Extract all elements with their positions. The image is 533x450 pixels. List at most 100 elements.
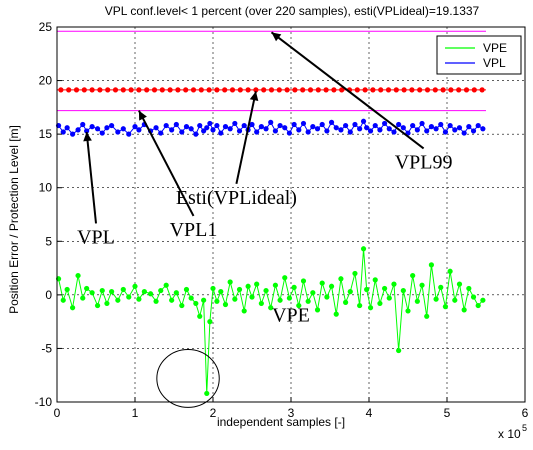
data-point bbox=[396, 347, 402, 354]
data-point bbox=[338, 127, 344, 133]
data-point bbox=[433, 126, 439, 132]
data-point bbox=[167, 87, 173, 93]
data-point bbox=[175, 87, 181, 93]
data-point bbox=[190, 87, 197, 93]
data-point bbox=[452, 297, 458, 303]
data-point bbox=[370, 87, 376, 93]
data-point bbox=[447, 268, 453, 274]
data-point bbox=[456, 125, 463, 131]
data-point bbox=[163, 282, 169, 288]
data-point bbox=[272, 128, 278, 134]
data-point bbox=[414, 298, 420, 304]
data-point bbox=[357, 126, 363, 132]
data-point bbox=[218, 289, 224, 295]
data-point bbox=[333, 311, 339, 317]
data-point bbox=[433, 296, 439, 302]
annotation-arrowhead bbox=[83, 132, 92, 142]
data-point bbox=[173, 290, 179, 296]
data-point bbox=[400, 287, 406, 294]
data-point bbox=[466, 285, 472, 292]
data-point bbox=[372, 122, 378, 129]
annotation-arrowhead bbox=[271, 32, 282, 42]
data-point bbox=[144, 87, 150, 93]
data-point bbox=[64, 286, 70, 293]
data-point bbox=[323, 87, 329, 93]
data-point bbox=[81, 87, 87, 93]
legend-label: VPE bbox=[483, 41, 507, 55]
data-point bbox=[84, 128, 90, 134]
data-point bbox=[393, 87, 399, 93]
data-point bbox=[432, 87, 438, 93]
data-point bbox=[424, 87, 431, 93]
data-point bbox=[263, 287, 269, 294]
data-point bbox=[307, 87, 314, 93]
y-tick-label: 20 bbox=[39, 74, 53, 88]
data-point bbox=[367, 128, 374, 134]
y-tick-label: 5 bbox=[45, 234, 52, 248]
data-point bbox=[328, 119, 335, 125]
data-point bbox=[438, 121, 444, 128]
series-group bbox=[55, 246, 486, 397]
data-point bbox=[201, 128, 207, 134]
data-point bbox=[319, 121, 325, 128]
data-point bbox=[193, 300, 199, 307]
data-point bbox=[424, 128, 430, 134]
data-point bbox=[126, 294, 132, 300]
data-point bbox=[442, 304, 449, 310]
data-point bbox=[300, 87, 306, 93]
data-point bbox=[401, 87, 407, 93]
data-point bbox=[89, 290, 95, 296]
y-tick-label: 15 bbox=[39, 127, 53, 141]
data-point bbox=[452, 127, 458, 133]
data-point bbox=[410, 122, 416, 129]
series-line bbox=[58, 248, 484, 394]
data-point bbox=[377, 127, 383, 133]
data-point bbox=[169, 127, 175, 133]
legend-label: VPL bbox=[483, 56, 506, 70]
annotation-label: Esti(VPLideal) bbox=[176, 187, 297, 209]
x-tick-label: 1 bbox=[132, 406, 139, 420]
y-tick-label: 25 bbox=[39, 20, 53, 34]
data-point bbox=[188, 295, 194, 301]
data-point bbox=[470, 294, 477, 300]
data-point bbox=[386, 295, 392, 301]
data-point bbox=[236, 128, 243, 134]
data-point bbox=[159, 87, 165, 93]
data-point bbox=[276, 87, 282, 93]
data-point bbox=[377, 300, 383, 307]
data-point bbox=[89, 87, 95, 93]
data-point bbox=[109, 289, 115, 295]
data-point bbox=[60, 297, 66, 303]
data-point bbox=[417, 87, 423, 93]
x-tick-label: 5 bbox=[444, 406, 451, 420]
data-point bbox=[73, 87, 80, 93]
highlight-ellipse bbox=[156, 349, 220, 408]
data-point bbox=[132, 124, 138, 130]
data-point bbox=[347, 129, 353, 135]
data-point bbox=[291, 121, 297, 128]
data-point bbox=[333, 125, 339, 131]
data-point bbox=[277, 122, 283, 129]
data-point bbox=[328, 283, 335, 289]
data-point bbox=[382, 120, 388, 127]
data-point bbox=[354, 87, 360, 93]
data-point bbox=[141, 289, 147, 295]
data-point bbox=[249, 294, 255, 300]
data-point bbox=[400, 125, 406, 131]
data-point bbox=[204, 125, 210, 131]
y-tick-label: -5 bbox=[41, 341, 52, 355]
data-point bbox=[249, 121, 255, 128]
data-point bbox=[428, 262, 434, 268]
annotation-arrow bbox=[138, 110, 195, 217]
data-point bbox=[466, 124, 472, 130]
data-point bbox=[241, 122, 247, 129]
data-point bbox=[428, 124, 434, 130]
data-point bbox=[245, 283, 251, 289]
data-point bbox=[268, 119, 274, 125]
data-point bbox=[282, 275, 288, 281]
data-point bbox=[352, 270, 358, 277]
data-point bbox=[197, 122, 203, 129]
data-point bbox=[296, 302, 302, 309]
data-point bbox=[229, 87, 236, 93]
data-point bbox=[109, 122, 115, 129]
